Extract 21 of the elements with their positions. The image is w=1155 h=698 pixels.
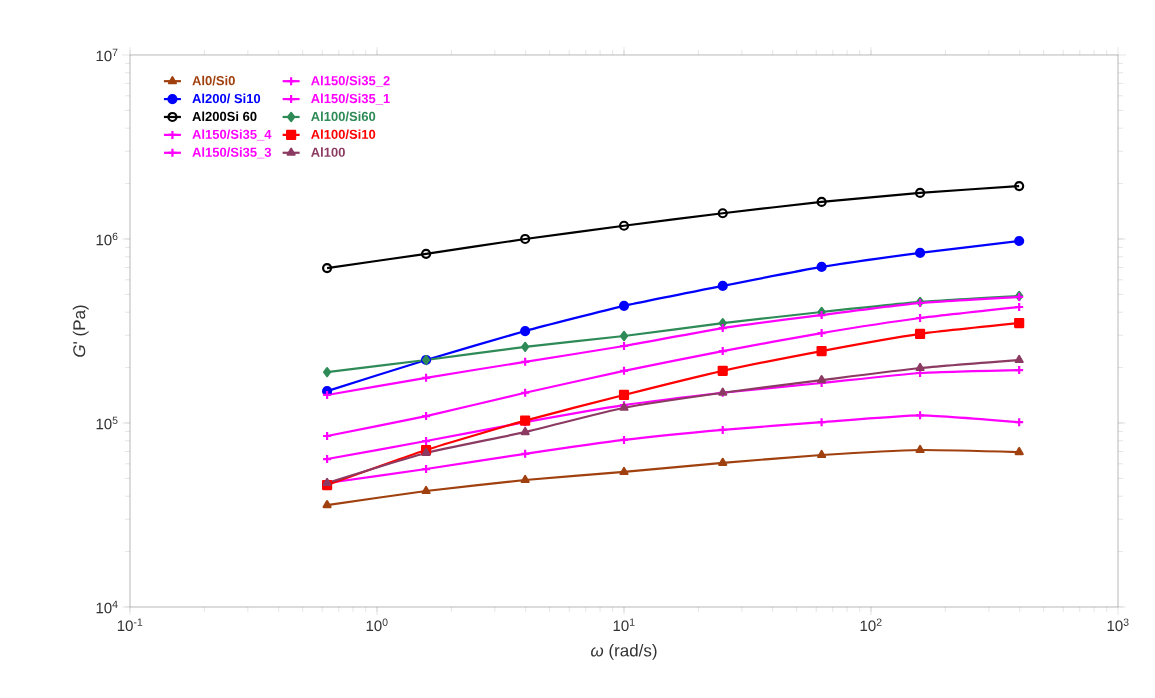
y-tick-label: 10$^{4}$: [96, 600, 118, 614]
legend-label: Al200/ Si10: [192, 93, 261, 104]
x-tick-label: 10$^{0}$: [366, 618, 388, 632]
y-tick-label: 10$^{7}$: [96, 48, 118, 62]
x-tick-label: 10$^{-1}$: [117, 618, 143, 632]
legend-label: Al150/Si35_2: [311, 75, 390, 87]
x-tick-label: 10$^{2}$: [860, 618, 882, 632]
y-tick-label: 10$^{5}$: [96, 416, 118, 430]
y-tick-label: 10$^{6}$: [96, 232, 118, 246]
x-tick-label: 10$^{3}$: [1107, 618, 1129, 632]
legend-label: Al150/Si35_3: [192, 147, 272, 159]
legend-label: Al100/Si10: [311, 129, 376, 140]
legend-label: Al150/Si35_1: [311, 93, 390, 105]
legend-label: Al150/Si35_4: [192, 129, 272, 141]
x-axis-title: ω (rad/s): [591, 644, 657, 660]
legend-label: Al200Si 60: [192, 111, 257, 122]
y-axis-title: G' (Pa): [72, 305, 89, 357]
legend-label: Al100/Si60: [311, 111, 376, 122]
legend-label: Al0/Si0: [192, 75, 235, 86]
x-tick-label: 10$^{1}$: [613, 618, 635, 632]
legend-label: Al100: [311, 147, 345, 157]
